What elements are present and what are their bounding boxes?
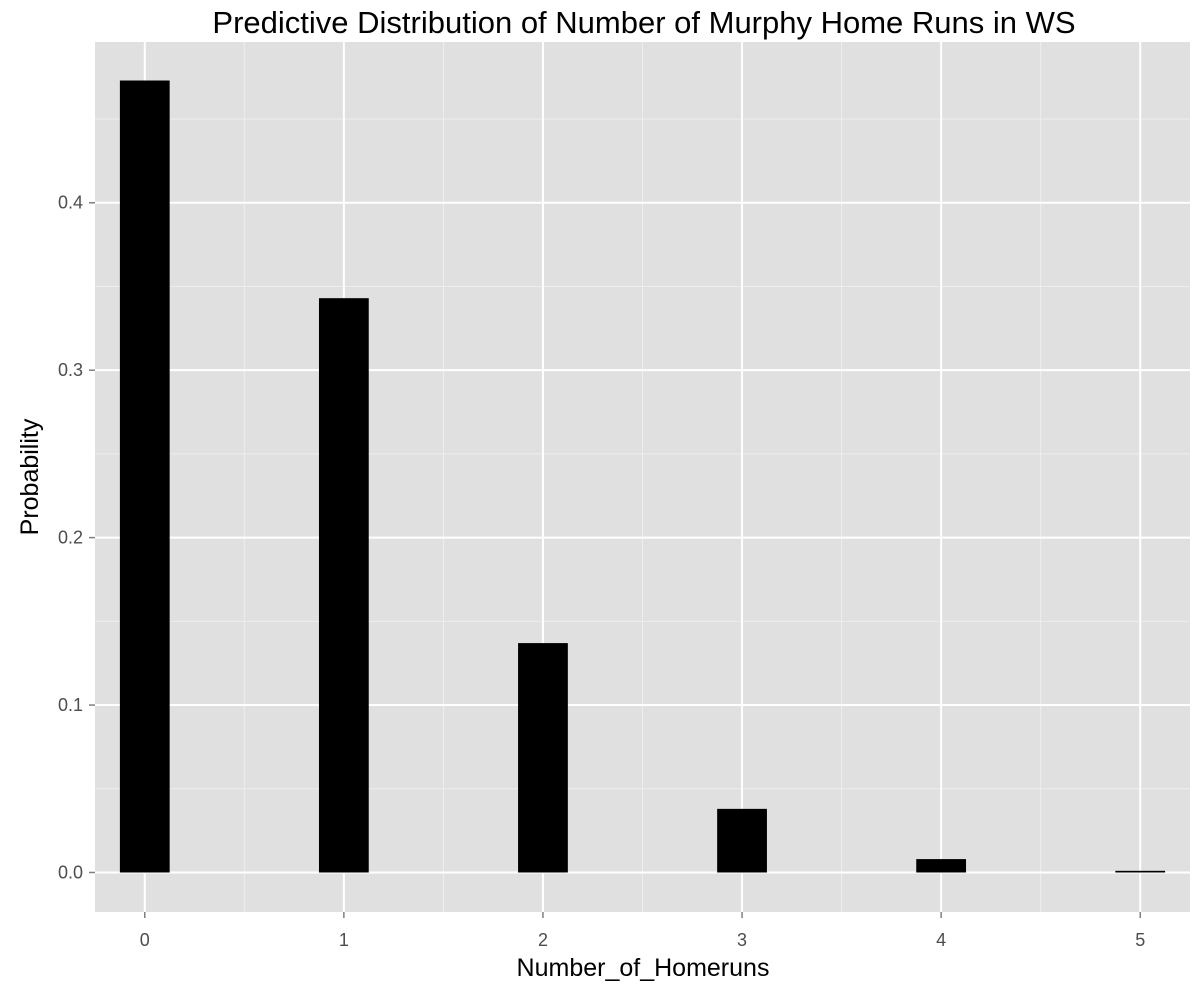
x-tick-label: 2 — [538, 930, 548, 950]
x-tick-label: 4 — [936, 930, 946, 950]
bars-group — [119, 80, 1166, 873]
bar — [717, 808, 767, 873]
y-tick-label: 0.0 — [58, 862, 83, 882]
y-tick-label: 0.4 — [58, 193, 83, 213]
y-tick-label: 0.1 — [58, 695, 83, 715]
x-tick-label: 5 — [1135, 930, 1145, 950]
x-axis-title: Number_of_Homeruns — [517, 954, 770, 982]
y-tick-label: 0.3 — [58, 360, 83, 380]
y-axis-title: Probability — [16, 418, 44, 535]
bar — [119, 80, 170, 873]
minor-gridlines — [95, 42, 1190, 912]
y-tick-label: 0.2 — [58, 528, 83, 548]
x-axis: 0 1 2 3 4 5 — [140, 912, 1145, 950]
bar — [318, 298, 369, 873]
y-axis: 0.0 0.1 0.2 0.3 0.4 — [58, 193, 95, 882]
bar — [1115, 870, 1166, 873]
bar — [518, 643, 568, 873]
x-tick-label: 3 — [737, 930, 747, 950]
bar — [916, 859, 967, 873]
chart-title: Predictive Distribution of Number of Mur… — [212, 5, 1075, 40]
x-tick-label: 1 — [339, 930, 349, 950]
x-tick-label: 0 — [140, 930, 150, 950]
